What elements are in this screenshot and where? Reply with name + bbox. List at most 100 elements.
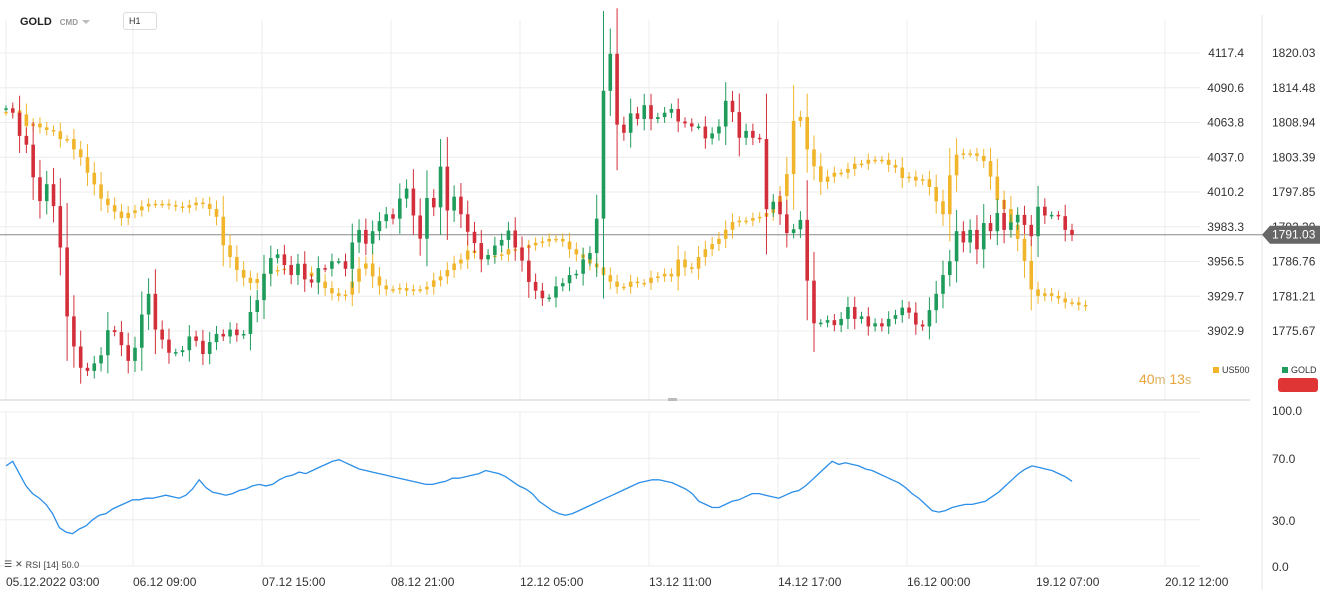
price-tag-bg	[1262, 225, 1320, 244]
us500-candle	[751, 218, 755, 221]
gold-candle	[411, 188, 416, 216]
us500-candle	[106, 198, 110, 206]
us500-candle	[411, 289, 416, 291]
symbol-header[interactable]: GOLD CMD	[20, 12, 90, 32]
us500-candle	[4, 111, 8, 114]
gold-candle	[330, 261, 334, 269]
gold-candle	[1015, 214, 1020, 223]
left-axis-tick: 4090.6	[1207, 81, 1244, 95]
rsi-name: RSI	[25, 559, 41, 570]
gold-candle	[941, 275, 945, 294]
us500-candle	[839, 172, 843, 175]
us500-series	[4, 85, 1088, 311]
us500-candle	[499, 254, 504, 256]
us500-candle	[818, 166, 823, 182]
gold-candle	[594, 218, 599, 254]
us500-candle	[1076, 302, 1081, 305]
gold-candle	[914, 312, 918, 325]
us500-candle	[51, 129, 56, 132]
us500-candle	[350, 281, 355, 295]
gold-candle	[404, 188, 409, 199]
gold-candle	[669, 108, 674, 113]
gold-candle	[723, 100, 728, 127]
us500-candle	[201, 202, 205, 205]
us500-candle	[248, 277, 253, 283]
gold-candle	[486, 254, 490, 260]
us500-candle	[934, 187, 939, 202]
us500-candle	[404, 288, 409, 291]
gold-candle	[927, 310, 932, 327]
legend-gold[interactable]: GOLD	[1282, 365, 1317, 375]
price-tag-text: 1791.03	[1272, 228, 1316, 242]
rsi-axis-tick: 70.0	[1272, 452, 1296, 466]
us500-candle	[438, 276, 443, 281]
gold-candle	[1002, 212, 1006, 230]
timer-seconds: 13	[1169, 371, 1185, 387]
us500-candle	[988, 161, 993, 177]
gold-candle	[527, 260, 531, 282]
gold-candle	[302, 263, 307, 280]
gold-candle	[818, 322, 823, 325]
us500-candle	[859, 163, 864, 166]
gold-candle	[920, 324, 925, 327]
chart-icon[interactable]: ☰	[4, 559, 13, 569]
legend-swatch-us500	[1213, 367, 1219, 373]
us500-candle	[689, 267, 694, 269]
rsi-indicator-label[interactable]: ☰ ✕ RSI [14] 50.0	[4, 559, 79, 570]
gold-candle	[846, 306, 850, 319]
gold-candle	[880, 323, 884, 327]
gold-candle	[649, 105, 653, 119]
timeframe-selector[interactable]: H1	[123, 12, 157, 30]
gold-candle	[737, 112, 742, 138]
x-axis-tick: 14.12 17:00	[778, 575, 842, 589]
us500-candle	[452, 263, 456, 270]
right-axis-tick: 1814.48	[1272, 81, 1316, 95]
us500-candle	[812, 149, 816, 167]
gold-candle	[126, 345, 131, 361]
us500-candle	[153, 203, 158, 206]
us500-candle	[995, 176, 1000, 200]
us500-candle	[547, 238, 551, 242]
us500-candle	[370, 263, 375, 277]
us500-candle	[391, 289, 395, 291]
gold-candle	[968, 229, 972, 243]
us500-candle	[323, 281, 327, 289]
us500-candle	[900, 167, 905, 178]
gold-candle	[139, 314, 144, 348]
us500-candle	[38, 123, 42, 128]
x-axis-tick: 20.12 12:00	[1165, 575, 1229, 589]
gold-candle	[309, 279, 314, 283]
gold-candle	[757, 137, 762, 140]
legend-us500[interactable]: US500	[1213, 365, 1250, 375]
gold-candle	[472, 231, 477, 244]
us500-candle	[628, 281, 633, 287]
gold-candle	[560, 283, 565, 287]
us500-candle	[886, 159, 891, 165]
gold-candle	[51, 184, 56, 207]
x-axis-tick: 07.12 15:00	[262, 575, 326, 589]
gold-candle	[228, 329, 232, 337]
rsi-axis-tick: 100.0	[1272, 404, 1302, 418]
gold-candle	[954, 231, 959, 262]
us500-candle	[1083, 304, 1088, 307]
left-axis-tick: 4037.0	[1207, 150, 1244, 164]
gold-candle	[173, 352, 178, 354]
gold-candle	[900, 307, 905, 316]
timer-minutes-unit: m	[1154, 372, 1166, 387]
gold-candle	[506, 230, 511, 240]
gold-candle	[479, 243, 484, 260]
us500-candle	[173, 205, 178, 207]
x-axis: 05.12.2022 03:00 06.12 09:00 07.12 15:00 08…	[6, 575, 1229, 589]
left-axis: 4117.4 4090.6 4063.8 4037.0 4010.2 3983.3 3956…	[1207, 46, 1244, 338]
us500-candle	[58, 131, 63, 140]
gold-candle	[812, 280, 816, 324]
legend-label-us500: US500	[1222, 365, 1250, 375]
rsi-line	[5, 459, 1073, 535]
us500-candle	[744, 220, 748, 223]
close-icon[interactable]: ✕	[15, 559, 23, 569]
chevron-down-icon[interactable]	[82, 20, 90, 24]
gold-candle	[207, 342, 212, 354]
gold-candle	[445, 166, 450, 211]
gold-candle	[832, 320, 837, 326]
